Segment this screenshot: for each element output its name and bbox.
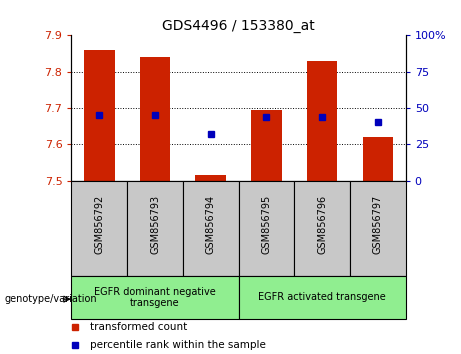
Text: GSM856793: GSM856793 [150,195,160,254]
Text: percentile rank within the sample: percentile rank within the sample [90,340,266,350]
Bar [183,181,239,276]
Bar [362,137,393,181]
Text: transformed count: transformed count [90,321,187,332]
Text: GSM856797: GSM856797 [373,195,383,254]
Bar [140,57,170,181]
Bar [71,181,127,276]
Text: GSM856794: GSM856794 [206,195,216,254]
Text: GSM856795: GSM856795 [261,195,272,254]
Bar [251,110,282,181]
Bar [350,181,406,276]
Bar [195,175,226,181]
Bar [239,181,294,276]
Bar [127,181,183,276]
Text: GSM856792: GSM856792 [95,195,104,254]
Bar [71,276,239,319]
Bar [239,276,406,319]
Bar [294,181,350,276]
Title: GDS4496 / 153380_at: GDS4496 / 153380_at [162,19,315,33]
Bar [307,61,337,181]
Text: EGFR dominant negative
transgene: EGFR dominant negative transgene [94,286,216,308]
Text: EGFR activated transgene: EGFR activated transgene [258,292,386,302]
Text: GSM856796: GSM856796 [317,195,327,254]
Text: genotype/variation: genotype/variation [5,294,97,304]
Bar [84,50,115,181]
